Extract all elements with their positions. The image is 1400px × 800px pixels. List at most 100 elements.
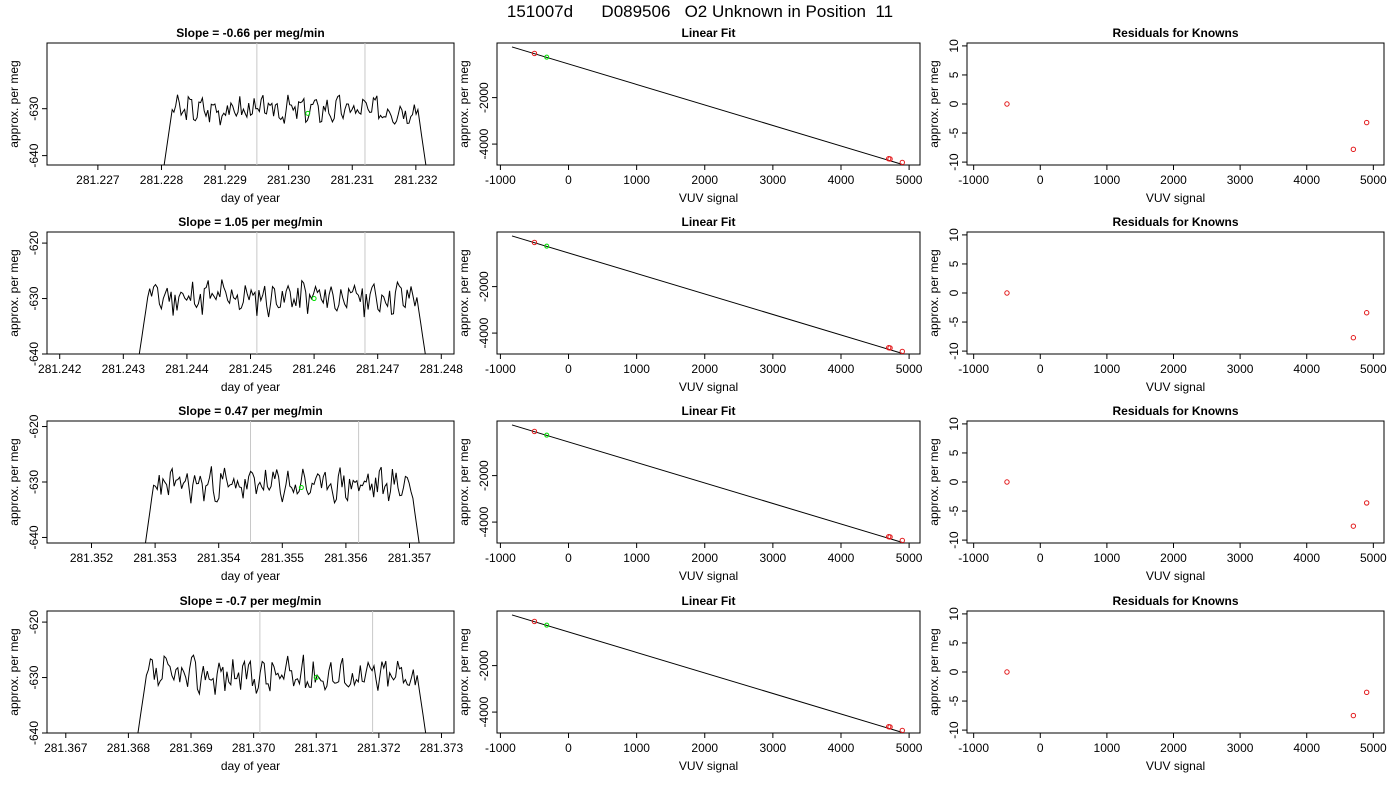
x-axis-label: VUV signal [1146, 191, 1205, 205]
plot-area [511, 614, 906, 733]
y-tick-label: -640 [27, 525, 41, 549]
chart-title: Residuals for Knowns [1112, 26, 1238, 40]
x-tick-label: 0 [565, 741, 572, 755]
chart-panel: Linear Fit -1000 0 1000 2000 3000 4000 5000 -200… [457, 26, 923, 205]
x-tick-label: 281.368 [107, 741, 151, 755]
y-tick-label: -630 [27, 665, 41, 689]
x-tick-label: 281.246 [292, 362, 336, 376]
known-point [1004, 101, 1010, 107]
x-tick-label: 3000 [1227, 741, 1254, 755]
x-tick-label: 2000 [691, 173, 718, 187]
y-tick-label: -630 [27, 96, 41, 120]
x-tick-label: -1000 [958, 741, 989, 755]
x-tick-label: 1000 [1094, 741, 1121, 755]
x-tick-label: 3000 [760, 173, 787, 187]
y-tick-label: 5 [947, 260, 961, 267]
fit-line [511, 46, 906, 165]
unknown-point [313, 675, 319, 681]
y-tick-label: -640 [27, 721, 41, 745]
plot-area [511, 424, 906, 543]
x-tick-label: 281.242 [38, 362, 82, 376]
plot-frame [496, 420, 921, 544]
chart-title: Linear Fit [681, 26, 735, 40]
y-tick-label: -2000 [477, 650, 491, 681]
y-axis-label: approx. per meg [457, 249, 471, 336]
y-tick-label: 5 [947, 449, 961, 456]
y-axis-label: approx. per meg [927, 438, 941, 525]
unknown-point [544, 243, 550, 249]
known-point [887, 156, 893, 162]
unknown-point [544, 622, 550, 628]
x-tick-label: -1000 [958, 551, 989, 565]
x-tick-label: 281.228 [140, 173, 184, 187]
plot-area [144, 421, 420, 543]
plot-frame [966, 420, 1385, 544]
chart-title: Linear Fit [681, 404, 735, 418]
x-tick-label: 281.247 [356, 362, 400, 376]
y-tick-label: -640 [27, 143, 41, 167]
x-tick-label: 5000 [896, 362, 923, 376]
x-axis-label: VUV signal [1146, 380, 1205, 394]
x-axis-label: VUV signal [1146, 569, 1205, 583]
chart-panel: Residuals for Knowns -1000 0 1000 2000 3000 40… [927, 26, 1387, 205]
x-tick-label: 5000 [1360, 173, 1387, 187]
x-tick-label: 1000 [1094, 173, 1121, 187]
series-line [138, 279, 426, 354]
y-tick-label: 0 [947, 289, 961, 296]
x-tick-label: 281.353 [133, 551, 177, 565]
known-point [887, 724, 893, 730]
x-tick-label: 5000 [896, 173, 923, 187]
y-tick-label: -620 [27, 610, 41, 634]
chart-panel: Slope = -0.7 per meg/min 281.367 281.368 28… [7, 594, 463, 773]
y-tick-label: -630 [27, 286, 41, 310]
x-tick-label: 3000 [760, 362, 787, 376]
chart-panel: Slope = -0.66 per meg/min 281.227 281.228 2… [7, 26, 455, 205]
x-tick-label: 281.355 [261, 551, 305, 565]
y-tick-label: 0 [947, 100, 961, 107]
x-tick-label: 0 [1037, 741, 1044, 755]
x-tick-label: 0 [1037, 362, 1044, 376]
x-tick-label: 5000 [1360, 551, 1387, 565]
x-tick-label: 4000 [1293, 173, 1320, 187]
x-tick-label: 281.245 [229, 362, 273, 376]
fit-line [511, 424, 906, 543]
known-point [1004, 669, 1010, 675]
plot-frame [966, 610, 1385, 734]
x-tick-label: 281.230 [267, 173, 311, 187]
x-tick-label: 3000 [760, 551, 787, 565]
x-axis-label: VUV signal [679, 191, 738, 205]
y-axis-label: approx. per meg [927, 249, 941, 336]
y-tick-label: -10 [947, 531, 961, 549]
y-axis-label: approx. per meg [7, 438, 21, 525]
series-line [144, 466, 420, 543]
x-tick-label: 281.369 [169, 741, 213, 755]
x-tick-label: 2000 [1160, 362, 1187, 376]
chart-title: Residuals for Knowns [1112, 404, 1238, 418]
y-tick-label: 0 [947, 478, 961, 485]
x-axis-label: VUV signal [679, 759, 738, 773]
x-tick-label: -1000 [485, 741, 516, 755]
plot-frame [496, 42, 921, 166]
known-point [1363, 119, 1370, 126]
chart-panel: Residuals for Knowns -1000 0 1000 2000 3000 40… [927, 404, 1387, 583]
y-axis-label: approx. per meg [7, 249, 21, 336]
plot-frame [966, 231, 1385, 355]
x-tick-label: 2000 [691, 362, 718, 376]
x-tick-label: 281.227 [76, 173, 120, 187]
x-tick-label: 5000 [1360, 362, 1387, 376]
known-point [887, 534, 893, 540]
x-tick-label: 1000 [623, 362, 650, 376]
x-tick-label: 1000 [623, 551, 650, 565]
y-tick-label: -640 [27, 342, 41, 366]
x-tick-label: 2000 [1160, 551, 1187, 565]
x-tick-label: 281.229 [203, 173, 247, 187]
x-axis-label: VUV signal [1146, 759, 1205, 773]
y-tick-label: -10 [947, 153, 961, 171]
x-tick-label: 281.371 [295, 741, 339, 755]
known-point [899, 727, 905, 733]
y-tick-label: -4000 [477, 506, 491, 537]
x-tick-label: 4000 [828, 551, 855, 565]
y-axis-label: approx. per meg [457, 628, 471, 715]
y-tick-label: -10 [947, 342, 961, 360]
x-axis-label: day of year [221, 191, 280, 205]
